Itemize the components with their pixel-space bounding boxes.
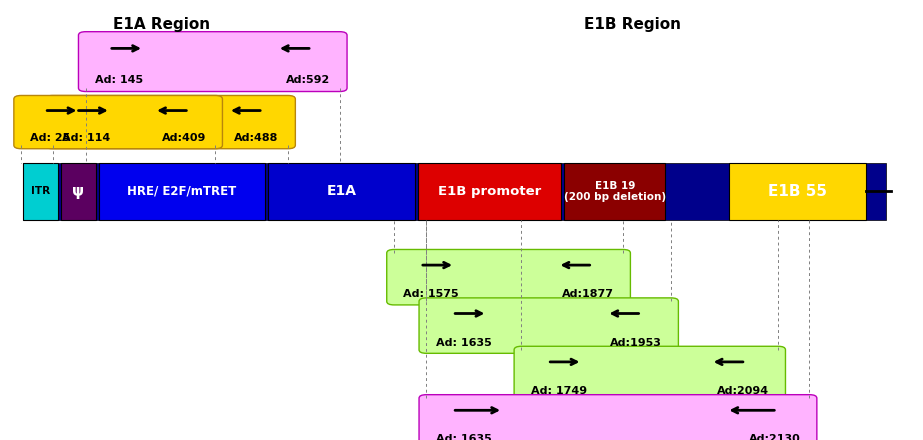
FancyBboxPatch shape	[78, 32, 347, 92]
Text: E1A: E1A	[327, 184, 356, 198]
FancyBboxPatch shape	[45, 95, 295, 149]
Text: Ad:2130: Ad:2130	[749, 434, 800, 440]
Text: Ad:488: Ad:488	[234, 133, 279, 143]
Text: Ad:409: Ad:409	[162, 133, 206, 143]
Text: ITR: ITR	[31, 187, 50, 196]
Text: Ad: 145: Ad: 145	[95, 75, 143, 85]
Text: Ad: 25: Ad: 25	[30, 133, 71, 143]
Text: Ad: 1635: Ad: 1635	[436, 337, 491, 348]
FancyBboxPatch shape	[419, 298, 678, 353]
FancyBboxPatch shape	[268, 163, 415, 220]
Text: Ad:1877: Ad:1877	[562, 289, 614, 299]
FancyBboxPatch shape	[729, 163, 866, 220]
Text: Ad: 1635: Ad: 1635	[436, 434, 491, 440]
Text: Ad:2094: Ad:2094	[717, 386, 769, 396]
Text: Ad: 114: Ad: 114	[62, 133, 110, 143]
Text: E1B 19
(200 bp deletion): E1B 19 (200 bp deletion)	[564, 180, 665, 202]
Text: E1A Region: E1A Region	[113, 17, 210, 32]
FancyBboxPatch shape	[514, 346, 785, 402]
Text: E1B Region: E1B Region	[583, 17, 681, 32]
FancyBboxPatch shape	[387, 249, 630, 305]
FancyBboxPatch shape	[23, 163, 58, 220]
Text: Ad: 1749: Ad: 1749	[531, 386, 587, 396]
FancyBboxPatch shape	[564, 163, 665, 220]
Text: Ad:1953: Ad:1953	[610, 337, 662, 348]
FancyBboxPatch shape	[99, 163, 265, 220]
Text: E1B 55: E1B 55	[768, 184, 827, 199]
Text: Ad:592: Ad:592	[286, 75, 330, 85]
FancyBboxPatch shape	[61, 163, 96, 220]
Text: E1B promoter: E1B promoter	[438, 185, 541, 198]
FancyBboxPatch shape	[14, 95, 222, 149]
FancyBboxPatch shape	[419, 395, 817, 440]
Text: Ad: 1575: Ad: 1575	[403, 289, 459, 299]
Text: HRE/ E2F/mTRET: HRE/ E2F/mTRET	[127, 185, 236, 198]
Text: ψ: ψ	[72, 184, 85, 199]
Bar	[23, 163, 886, 220]
FancyBboxPatch shape	[418, 163, 561, 220]
